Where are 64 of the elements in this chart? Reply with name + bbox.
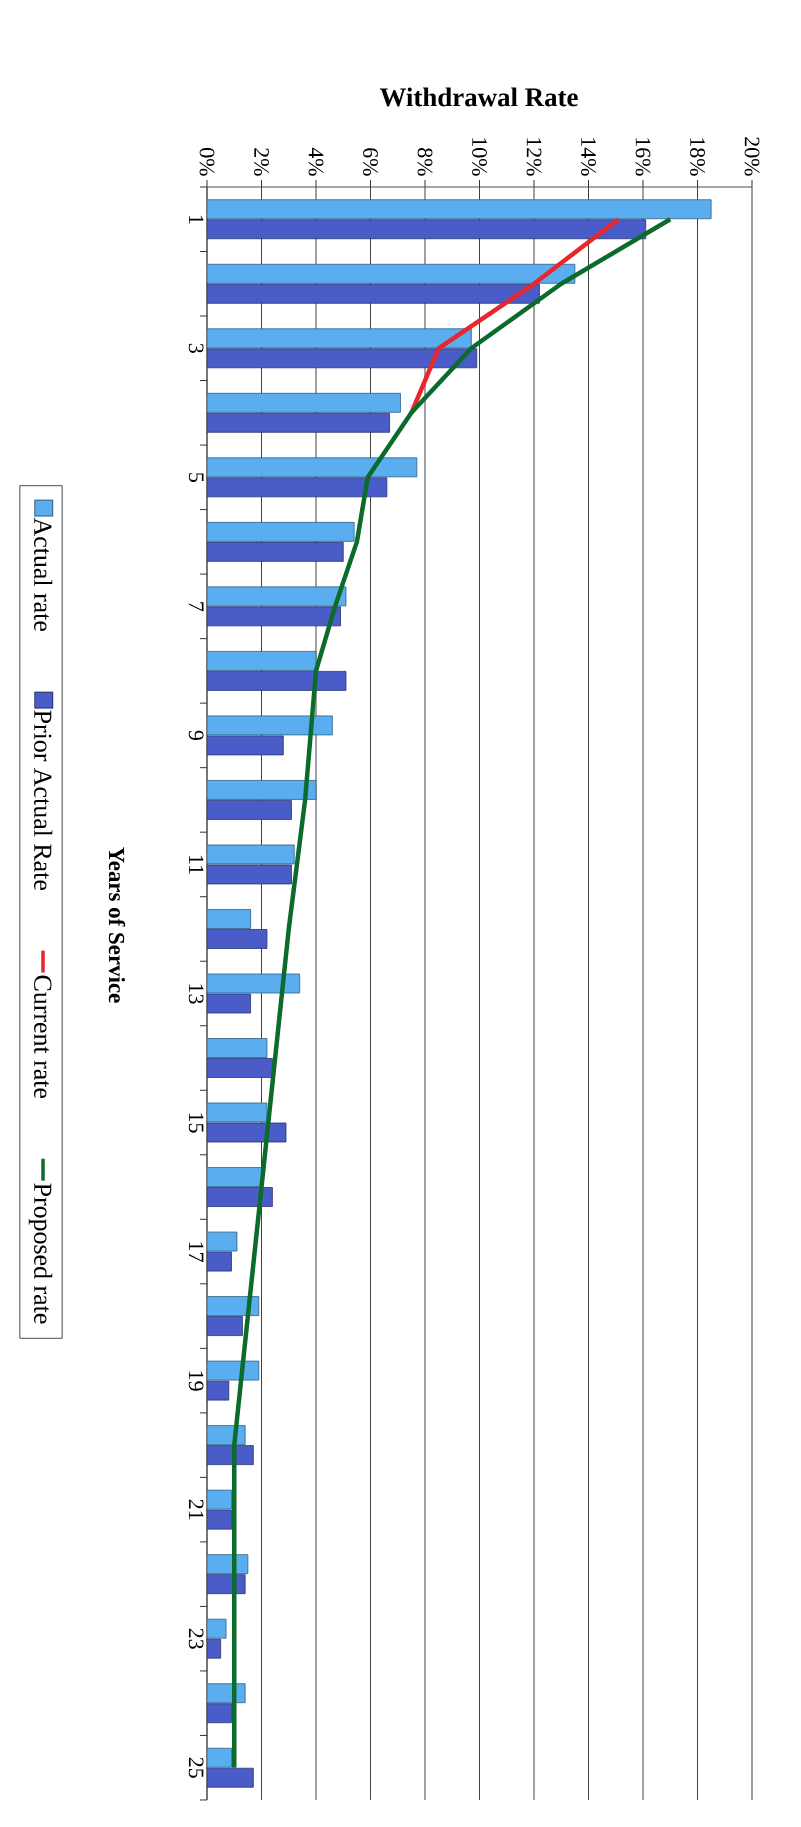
y-tick-label: 9 (188, 730, 204, 740)
bar (207, 457, 418, 478)
x-tick-label: 2% (254, 148, 269, 176)
x-tick-label: 10% (472, 138, 487, 176)
bar (207, 586, 347, 607)
bar (207, 1618, 227, 1639)
y-tick-label: 5 (188, 473, 204, 482)
y-tick-label: 23 (188, 1628, 204, 1649)
x-tick-label: 18% (690, 138, 705, 176)
bar (207, 199, 712, 220)
bar (207, 1296, 260, 1316)
bar (207, 715, 333, 736)
bar (207, 780, 317, 800)
bar (207, 1489, 232, 1510)
bar (207, 348, 478, 369)
bar (207, 800, 292, 820)
x-tick-label: 0% (199, 148, 215, 176)
y-tick-label: 1 (189, 215, 204, 224)
bar (207, 283, 540, 304)
x-tick-label: 6% (363, 148, 378, 176)
bar (207, 541, 344, 562)
y-tick-label: 15 (188, 1113, 204, 1133)
bar (207, 973, 301, 994)
x-tick-label: 8% (417, 148, 433, 176)
bar (207, 844, 295, 865)
y-tick-label: 19 (188, 1371, 204, 1391)
bar (207, 328, 472, 349)
y-tick-label: 11 (189, 855, 204, 874)
bar (207, 1038, 268, 1058)
legend-label: Current rate (34, 975, 52, 1099)
y-tick-label: 25 (188, 1757, 204, 1778)
legend-label: Actual rate (34, 517, 53, 631)
x-tick-label: 16% (635, 138, 651, 176)
bar (207, 392, 401, 413)
y-tick-label: 21 (188, 1499, 204, 1520)
x-axis-title: Withdrawal Rate (379, 87, 578, 107)
y-tick-label: 17 (189, 1242, 204, 1262)
bar (207, 1058, 273, 1078)
bar (207, 650, 317, 671)
bar (207, 263, 576, 284)
y-axis-title: Years of Service (108, 847, 126, 1003)
bar (207, 1102, 268, 1123)
x-tick-label: 20% (744, 137, 760, 176)
bar (207, 1360, 260, 1381)
bar (207, 1231, 238, 1252)
y-tick-label: 7 (189, 602, 204, 612)
y-tick-label: 13 (188, 984, 204, 1004)
bar (207, 521, 355, 542)
x-tick-label: 12% (526, 138, 542, 176)
legend-label: Prior Actual Rate (34, 710, 53, 890)
bar (207, 1767, 254, 1788)
bar (207, 1747, 232, 1768)
bar (207, 477, 388, 498)
bar (207, 1316, 243, 1336)
x-tick-label: 14% (581, 138, 596, 176)
bar (207, 909, 251, 929)
y-tick-label: 3 (188, 343, 204, 353)
legend-label: Proposed rate (28, 1183, 53, 1324)
bar (207, 929, 268, 949)
bar (207, 670, 347, 691)
bar (207, 412, 390, 433)
bar (207, 219, 647, 240)
x-tick-label: 4% (308, 147, 324, 176)
bar (207, 1167, 262, 1187)
